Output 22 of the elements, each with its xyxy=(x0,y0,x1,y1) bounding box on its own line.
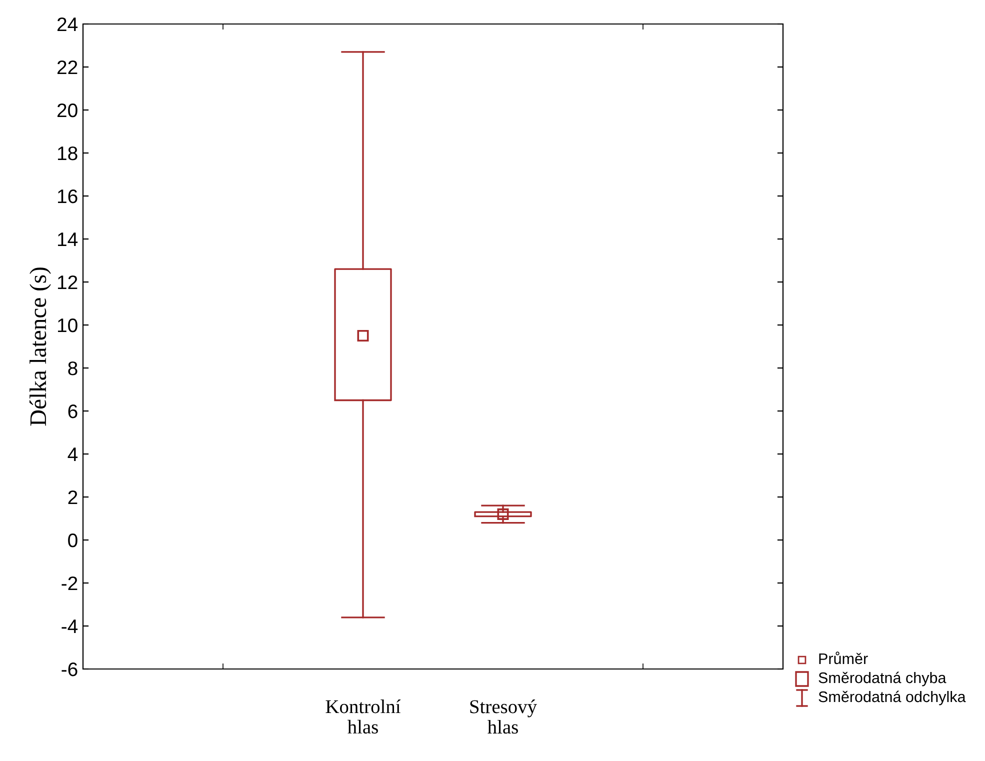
x-tick-label: Stresový hlas xyxy=(470,700,537,734)
y-tick-label: 20 xyxy=(57,103,78,118)
y-tick-label: -6 xyxy=(62,662,78,676)
y-tick-label: -2 xyxy=(62,576,78,590)
y-tick-label: 10 xyxy=(58,318,78,332)
y-tick-label: -4 xyxy=(62,620,78,634)
y-tick-label: 22 xyxy=(57,60,78,74)
y-tick-label: 14 xyxy=(58,232,78,246)
text: Směrodatná chyba xyxy=(818,672,946,686)
y-tick-label: 4 xyxy=(68,448,78,462)
y-tick-label: 18 xyxy=(58,146,78,160)
y-tick-label: 16 xyxy=(58,189,78,204)
y-tick-label: 24 xyxy=(57,17,78,32)
y-tick-label: 6 xyxy=(68,404,78,418)
text: Průměr xyxy=(819,652,868,664)
x-tick-label: Kontrolní hlas xyxy=(326,700,401,734)
text: Směrodatná odchylka xyxy=(818,690,966,706)
y-tick-label: 2 xyxy=(68,490,78,504)
y-tick-label: 0 xyxy=(68,533,78,548)
y-axis-title: Délka latence (s) xyxy=(30,268,51,426)
y-tick-label: 8 xyxy=(68,361,78,376)
y-tick-label: 12 xyxy=(58,275,78,290)
